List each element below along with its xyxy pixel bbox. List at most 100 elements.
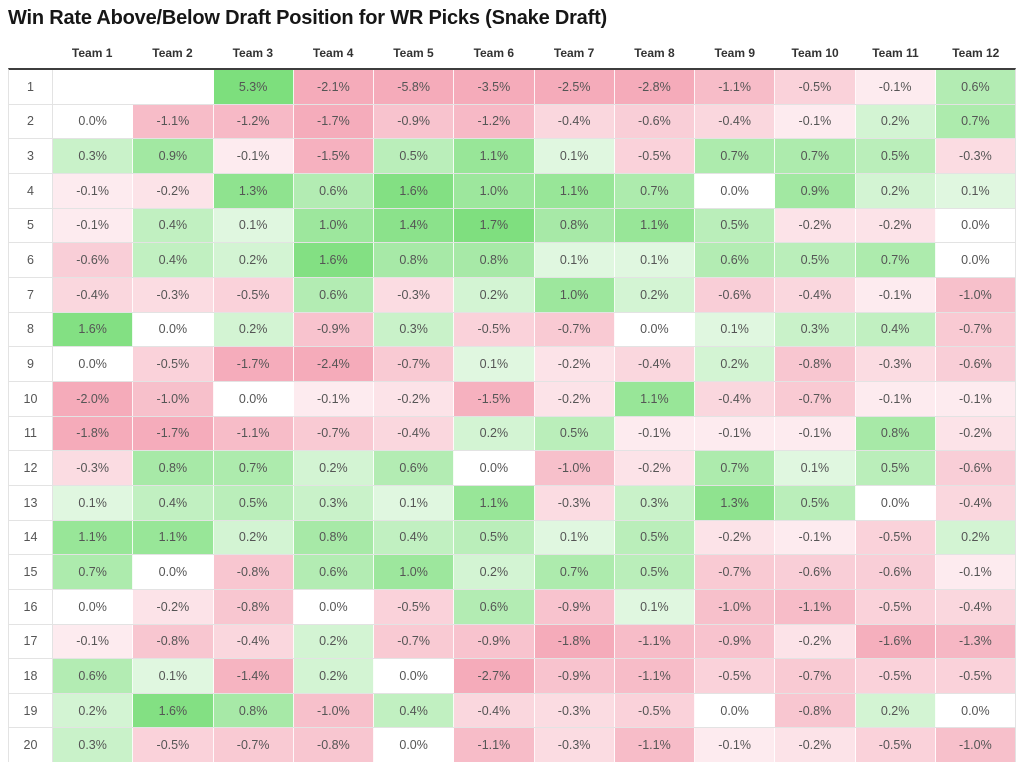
heatmap-cell (53, 70, 134, 104)
heatmap-cell: 0.2% (213, 312, 294, 347)
heatmap-cell: -0.5% (855, 728, 936, 762)
heatmap-cell: 0.7% (855, 243, 936, 277)
heatmap-cell: 0.1% (213, 208, 294, 243)
heatmap-row-16: 16 0.0% -0.2% -0.8% 0.0% -0.5% 0.6% -0.9% 0.1% -1… (9, 589, 1015, 625)
heatmap-cell: 0.8% (213, 693, 294, 728)
heatmap-cell: -2.0% (53, 381, 134, 416)
heatmap-cell: -1.1% (775, 589, 856, 624)
heatmap-cell: -0.4% (53, 277, 134, 312)
heatmap-cell: -0.1% (53, 624, 134, 659)
heatmap-cell: 0.8% (454, 243, 535, 277)
heatmap-cell: -1.1% (454, 728, 535, 762)
heatmap-cell: 0.2% (935, 520, 1015, 555)
heatmap-cell: 0.1% (534, 520, 615, 555)
heatmap-cell: 0.2% (293, 659, 374, 693)
heatmap-cell: 0.0% (454, 451, 535, 485)
heatmap-cell: 0.6% (454, 589, 535, 624)
heatmap-cell: -1.0% (293, 693, 374, 728)
row-number: 13 (9, 485, 53, 520)
heatmap-cell: -0.9% (534, 589, 615, 624)
heatmap-cell: -1.3% (935, 624, 1015, 659)
heatmap-cell: 0.5% (775, 485, 856, 520)
heatmap-cell: -0.5% (775, 70, 856, 104)
heatmap-cell: 0.6% (293, 173, 374, 208)
heatmap-cell: 0.1% (935, 173, 1015, 208)
heatmap-cell: -1.0% (534, 451, 615, 485)
heatmap-cell: -0.1% (53, 208, 134, 243)
heatmap-cell: 0.0% (695, 173, 776, 208)
heatmap-cell: 0.0% (855, 485, 936, 520)
heatmap-cell: 0.4% (133, 243, 214, 277)
heatmap-row-10: 10 -2.0% -1.0% 0.0% -0.1% -0.2% -1.5% -0.2% 1.1%… (9, 381, 1015, 417)
heatmap-cell: -0.1% (293, 381, 374, 416)
row-number: 1 (9, 70, 53, 104)
heatmap-cell: 0.1% (775, 451, 856, 485)
heatmap-cell: -0.1% (695, 416, 776, 451)
heatmap-cell: 0.8% (534, 208, 615, 243)
heatmap-cell: 0.2% (614, 277, 695, 312)
column-header-team-8: Team 8 (634, 46, 675, 60)
heatmap-cell: 0.9% (133, 139, 214, 173)
heatmap-cell: 0.1% (614, 243, 695, 277)
heatmap-cell: -0.8% (213, 555, 294, 589)
heatmap-cell: -0.1% (53, 173, 134, 208)
heatmap-cell: 0.4% (374, 520, 455, 555)
heatmap-cell: 1.1% (133, 520, 214, 555)
row-number: 11 (9, 416, 53, 451)
row-number: 20 (9, 728, 53, 762)
heatmap-cell: -1.7% (293, 104, 374, 139)
heatmap-cell: 0.5% (614, 520, 695, 555)
heatmap-cell: 0.2% (213, 243, 294, 277)
heatmap-cell: -0.1% (935, 381, 1015, 416)
heatmap-cell: -0.9% (374, 104, 455, 139)
heatmap-cell: -0.4% (374, 416, 455, 451)
heatmap-cell: -0.1% (695, 728, 776, 762)
heatmap-cell: -0.1% (935, 555, 1015, 589)
heatmap-cell: 0.5% (534, 416, 615, 451)
heatmap-cell: -1.1% (614, 659, 695, 693)
heatmap-cell: 0.0% (53, 104, 134, 139)
heatmap-cell: 0.7% (935, 104, 1015, 139)
heatmap-cell: -0.8% (293, 728, 374, 762)
heatmap-cell: -0.3% (133, 277, 214, 312)
heatmap-cell: 1.0% (374, 555, 455, 589)
heatmap-cell: 0.0% (53, 347, 134, 381)
heatmap-row-18: 18 0.6% 0.1% -1.4% 0.2% 0.0% -2.7% -0.9% -1.1% -0… (9, 659, 1015, 694)
heatmap-cell: 1.1% (614, 208, 695, 243)
heatmap-cell: -1.6% (855, 624, 936, 659)
heatmap-cell: 0.2% (855, 693, 936, 728)
heatmap-cell: -0.5% (855, 589, 936, 624)
page-title: Win Rate Above/Below Draft Position for … (8, 7, 607, 29)
heatmap-cell: 1.3% (213, 173, 294, 208)
heatmap-cell: 0.4% (855, 312, 936, 347)
heatmap-cell: -0.6% (935, 347, 1015, 381)
heatmap-cell: 0.1% (534, 139, 615, 173)
heatmap-cell: 0.7% (695, 139, 776, 173)
heatmap-cell: 1.0% (293, 208, 374, 243)
heatmap-cell: -1.5% (293, 139, 374, 173)
column-header-team-1: Team 1 (71, 46, 113, 60)
heatmap-cell: 0.2% (695, 347, 776, 381)
heatmap-cell: -0.4% (454, 693, 535, 728)
heatmap-row-13: 13 0.1% 0.4% 0.5% 0.3% 0.1% 1.1% -0.3% 0.3% 1.3% 0… (9, 485, 1015, 521)
heatmap-cell: 0.0% (213, 381, 294, 416)
heatmap-cell: 0.2% (454, 555, 535, 589)
column-header-team-12: Team 12 (952, 46, 1000, 60)
heatmap-cell: -0.4% (695, 104, 776, 139)
column-header-team-2: Team 2 (152, 46, 193, 60)
column-header-team-10: Team 10 (791, 46, 839, 60)
heatmap-cell: -0.1% (855, 70, 936, 104)
heatmap-cell: -0.2% (133, 173, 214, 208)
heatmap-cell: -1.8% (53, 416, 134, 451)
heatmap-cell: -0.5% (133, 347, 214, 381)
heatmap-cell: 1.0% (454, 173, 535, 208)
heatmap-cell: -0.4% (935, 485, 1015, 520)
column-header-team-6: Team 6 (473, 46, 515, 60)
row-number: 9 (9, 347, 53, 381)
heatmap-cell: -0.1% (775, 520, 856, 555)
row-number: 12 (9, 451, 53, 485)
heatmap-cell: -0.9% (695, 624, 776, 659)
heatmap-cell: -0.4% (213, 624, 294, 659)
heatmap-cell: 0.0% (695, 693, 776, 728)
heatmap-cell: 0.0% (935, 243, 1015, 277)
